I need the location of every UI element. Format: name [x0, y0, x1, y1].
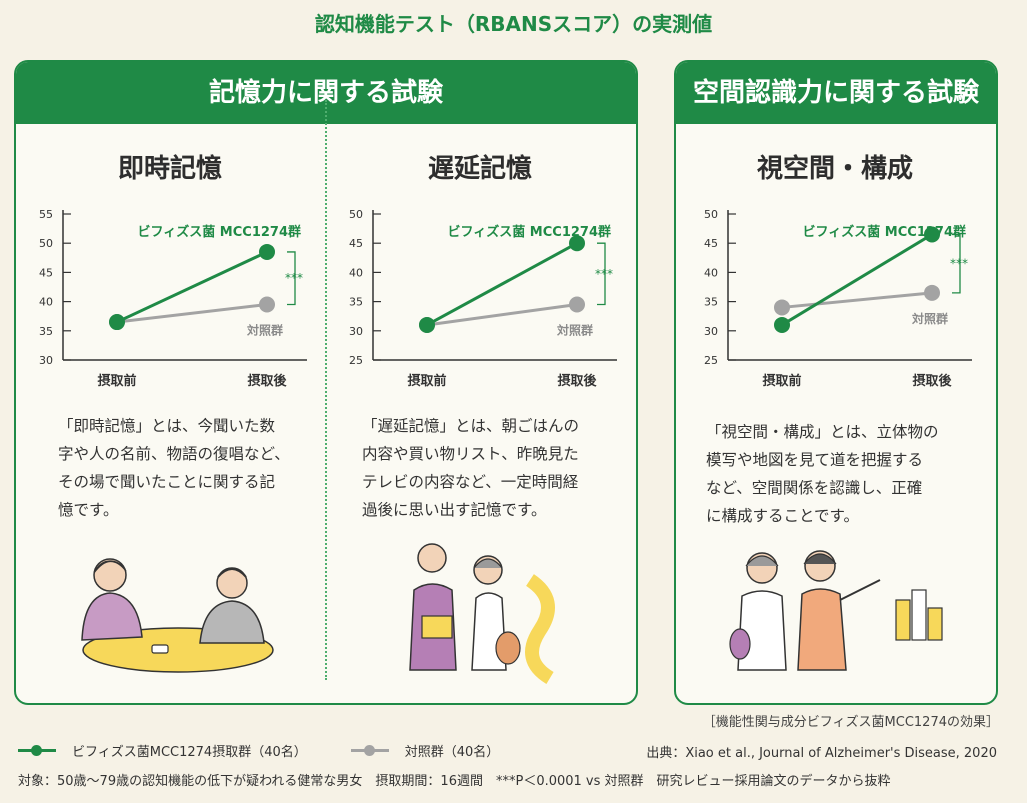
significance-label: ***: [595, 267, 613, 281]
description-line: 憶です。: [58, 501, 119, 519]
significance-bracket: [597, 242, 606, 306]
series-label-treatment: ビフィズス菌 MCC1274群: [448, 224, 611, 240]
y-tick-label: 30: [704, 325, 718, 338]
y-tick-label: 35: [39, 325, 53, 338]
data-point-treatment: [569, 235, 585, 252]
description-line: 過後に思い出す記憶です。: [362, 501, 547, 519]
significance-bracket: [287, 251, 296, 306]
series-label-control: 対照群: [911, 311, 948, 326]
data-point-treatment: [924, 226, 940, 243]
x-tick-label: 摂取前: [97, 373, 136, 389]
illustration-couple-walking: [409, 543, 555, 685]
series-label-control: 対照群: [556, 323, 593, 338]
data-point-control: [259, 296, 275, 313]
y-tick-label: 55: [39, 208, 53, 221]
y-tick-label: 45: [39, 266, 53, 279]
y-tick-label: 40: [704, 266, 718, 279]
series-line-control: [116, 303, 268, 324]
series-label-control: 対照群: [246, 323, 283, 338]
x-tick-label: 摂取前: [407, 373, 446, 389]
data-point-control: [569, 296, 585, 313]
description-line: など、空間関係を認識し、正確: [706, 479, 923, 497]
data-point-control: [774, 299, 790, 316]
legend-item-treatment: ビフィズス菌MCC1274摂取群（40名）: [18, 741, 307, 760]
y-tick-label: 30: [39, 354, 53, 367]
x-tick-label: 摂取前: [762, 373, 801, 389]
chart-title-immediate: 即時記憶: [117, 154, 222, 184]
y-tick-label: 45: [349, 237, 363, 250]
legend-label-treatment: ビフィズス菌MCC1274摂取群（40名）: [72, 744, 307, 760]
illustration-friends-pointing: [729, 550, 943, 671]
series-line-control: [781, 291, 933, 309]
description-delayed: 「遅延記憶」とは、朝ごはんの 内容や買い物リスト、昨晩見た テレビの内容など、一…: [362, 412, 579, 524]
description-line: 字や人の名前、物語の復唱など、: [58, 445, 290, 463]
y-tick-label: 35: [704, 296, 718, 309]
y-tick-label: 25: [349, 354, 363, 367]
legend-swatch-control: [350, 743, 389, 757]
y-tick-label: 50: [349, 208, 363, 221]
spatial-panel-header: 空間認識力に関する試験: [676, 62, 996, 124]
data-point-treatment: [109, 314, 125, 331]
chart-title-visuospatial: 視空間・構成: [756, 154, 913, 184]
series-line-treatment: [116, 250, 268, 324]
y-tick-label: 50: [39, 237, 53, 250]
illustration-couple-at-table: [81, 558, 274, 673]
legend: ビフィズス菌MCC1274摂取群（40名） 対照群（40名）: [18, 740, 543, 760]
description-line: その場で聞いたことに関する記: [58, 473, 276, 491]
description-line: 「視空間・構成」とは、立体物の: [706, 423, 939, 441]
series-label-treatment: ビフィズス菌 MCC1274群: [138, 224, 301, 240]
description-visuospatial: 「視空間・構成」とは、立体物の 模写や地図を見て道を把握する など、空間関係を認…: [706, 418, 939, 530]
x-tick-label: 摂取後: [912, 373, 952, 389]
source-note: ［機能性関与成分ビフィズス菌MCC1274の効果］: [702, 715, 999, 730]
significance-bracket: [952, 233, 961, 294]
x-tick-label: 摂取後: [247, 373, 287, 389]
data-point-treatment: [259, 243, 275, 260]
legend-swatch-treatment: [18, 743, 56, 757]
data-point-treatment: [419, 316, 435, 333]
series-line-control: [426, 303, 578, 327]
y-tick-label: 40: [39, 296, 53, 309]
series-line-treatment: [426, 241, 578, 327]
significance-label: ***: [950, 257, 968, 271]
footnote: 対象：50歳〜79歳の認知機能の低下が疑われる健常な男女 摂取期間：16週間 *…: [18, 774, 891, 789]
y-tick-label: 30: [349, 325, 363, 338]
y-tick-label: 40: [349, 266, 363, 279]
chart-title-delayed: 遅延記憶: [427, 154, 532, 184]
series-line-treatment: [781, 233, 933, 327]
legend-item-control: 対照群（40名）: [350, 741, 500, 760]
significance-label: ***: [285, 271, 303, 285]
description-line: 「即時記憶」とは、今聞いた数: [58, 417, 276, 435]
description-line: 内容や買い物リスト、昨晩見た: [362, 445, 579, 463]
data-point-treatment: [774, 316, 790, 333]
legend-label-control: 対照群（40名）: [404, 744, 500, 760]
description-immediate: 「即時記憶」とは、今聞いた数 字や人の名前、物語の復唱など、 その場で聞いたこと…: [58, 412, 290, 524]
citation: 出典：Xiao et al., Journal of Alzheimer's D…: [646, 746, 997, 761]
y-tick-label: 50: [704, 208, 718, 221]
description-line: 「遅延記憶」とは、朝ごはんの: [362, 417, 580, 435]
description-line: に構成することです。: [706, 507, 859, 525]
panel-divider: [325, 100, 327, 680]
y-tick-label: 35: [349, 296, 363, 309]
y-tick-label: 25: [704, 354, 718, 367]
data-point-control: [924, 284, 940, 301]
main-title: 認知機能テスト（RBANSスコア）の実測値: [314, 12, 713, 36]
y-tick-label: 45: [704, 237, 718, 250]
series-label-treatment: ビフィズス菌 MCC1274群: [803, 224, 966, 240]
description-line: テレビの内容など、一定時間経: [362, 473, 579, 491]
x-tick-label: 摂取後: [557, 373, 597, 389]
description-line: 模写や地図を見て道を把握する: [706, 451, 924, 469]
